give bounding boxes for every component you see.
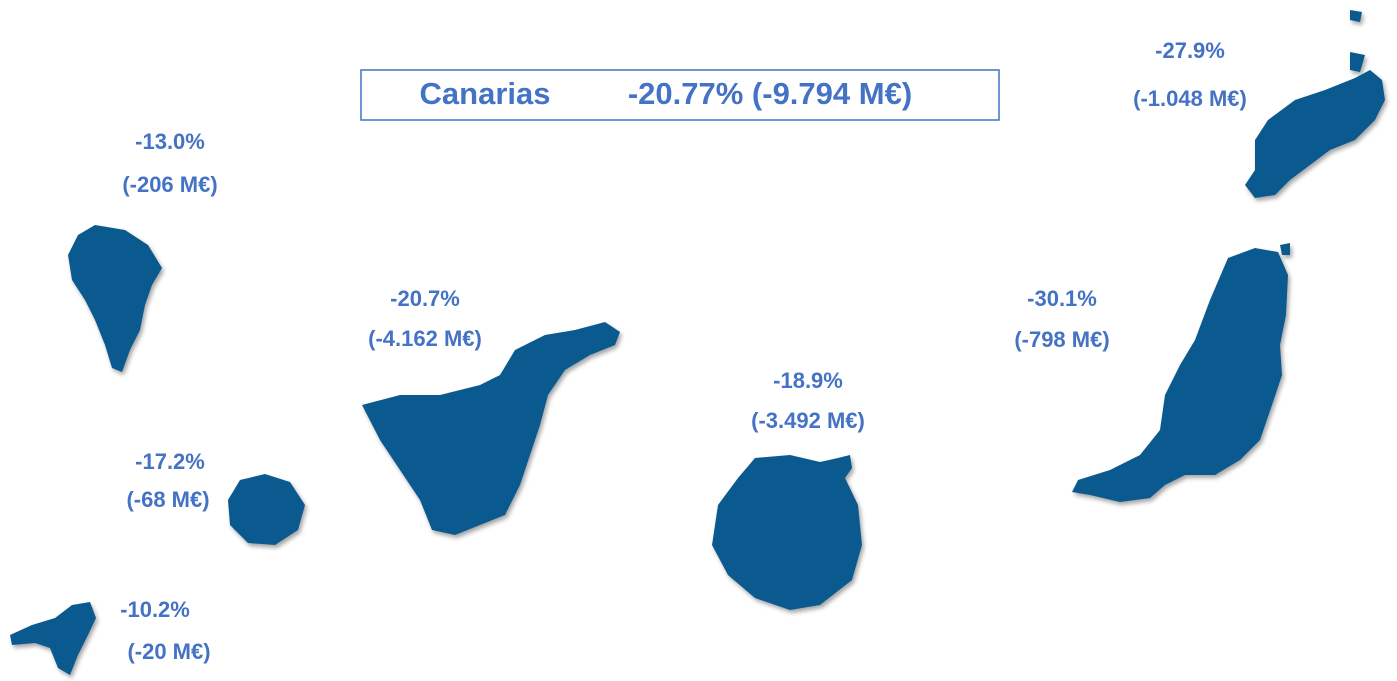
la-gomera [228, 474, 305, 545]
island-amount: (-3.492 M€) [751, 408, 865, 433]
el-hierro [10, 602, 96, 675]
island-percent: -27.9% [1155, 38, 1225, 63]
fuerteventura [1072, 243, 1290, 502]
la-palma [68, 225, 162, 372]
tenerife [362, 322, 620, 535]
island-amount: (-798 M€) [1014, 327, 1109, 352]
island-percent: -20.7% [390, 286, 460, 311]
island-amount: (-4.162 M€) [368, 326, 482, 351]
island-percent: -18.9% [773, 368, 843, 393]
island-percent: -13.0% [135, 129, 205, 154]
island-amount: (-206 M€) [122, 172, 217, 197]
lanzarote [1245, 10, 1385, 198]
island-amount: (-1.048 M€) [1133, 86, 1247, 111]
island-percent: -17.2% [135, 449, 205, 474]
gran-canaria [712, 455, 862, 610]
island-amount: (-20 M€) [127, 639, 210, 664]
island-amount: (-68 M€) [126, 487, 209, 512]
island-percent: -30.1% [1027, 286, 1097, 311]
island-percent: -10.2% [120, 597, 190, 622]
title-region: Canarias [420, 76, 551, 111]
title-change: -20.77% (-9.794 M€) [628, 76, 912, 111]
title-box [360, 69, 1000, 121]
